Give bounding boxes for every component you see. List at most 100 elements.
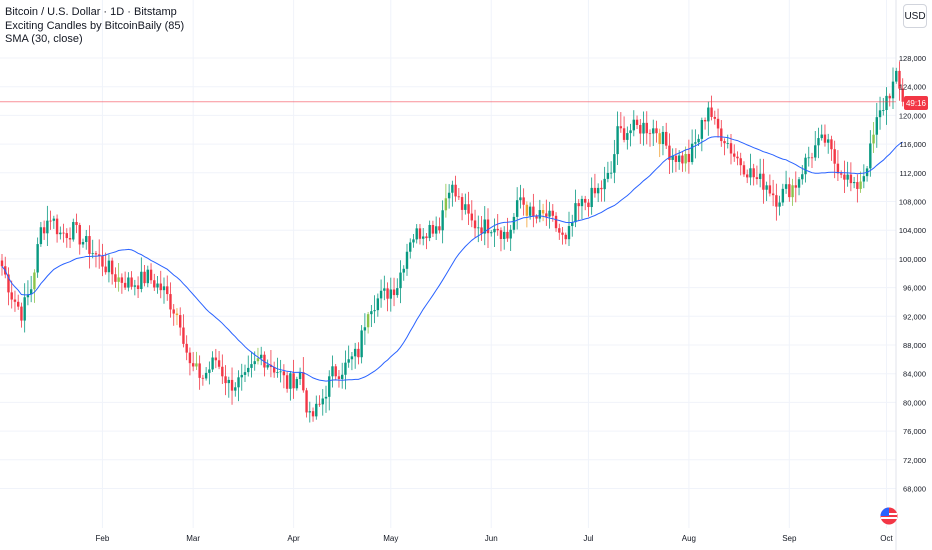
candle — [480, 215, 483, 241]
candle — [363, 313, 367, 345]
candle — [337, 369, 341, 388]
candle — [179, 307, 182, 336]
candle — [626, 126, 629, 150]
candle — [85, 229, 88, 250]
candle — [260, 346, 263, 366]
candle — [230, 367, 234, 405]
candle — [247, 355, 250, 377]
candle — [159, 270, 162, 299]
currency-button[interactable]: USD — [903, 4, 927, 28]
candle — [661, 126, 665, 156]
candle — [289, 370, 292, 401]
candle — [843, 160, 846, 194]
candle — [198, 355, 201, 390]
candle — [175, 308, 179, 326]
candle — [752, 163, 755, 186]
candle — [114, 267, 117, 288]
candle — [454, 175, 457, 202]
candle — [347, 345, 350, 368]
candle — [616, 111, 619, 166]
candle — [700, 117, 704, 152]
candle — [110, 257, 114, 285]
candle — [723, 138, 726, 156]
sma-title[interactable]: SMA (30, close) — [5, 33, 83, 45]
x-tick-label: Feb — [96, 534, 110, 543]
candle — [797, 177, 801, 196]
candle — [418, 224, 422, 245]
candle — [503, 226, 506, 250]
candle — [460, 193, 464, 221]
candle — [140, 257, 143, 293]
candle — [101, 243, 104, 277]
candle — [153, 273, 156, 291]
candle — [282, 364, 286, 389]
y-tick-label: 92,000 — [903, 312, 926, 321]
symbol-title[interactable]: Bitcoin / U.S. Dollar · 1D · Bitstamp — [5, 6, 177, 18]
candle — [227, 376, 230, 398]
candle — [519, 184, 522, 209]
candle — [311, 407, 315, 422]
candle — [214, 348, 218, 369]
candle — [75, 213, 78, 234]
candle — [298, 367, 302, 385]
candle — [781, 183, 785, 206]
candle — [758, 158, 762, 188]
candle — [668, 133, 671, 175]
candle — [350, 351, 354, 371]
candle — [256, 347, 260, 365]
candle — [635, 115, 639, 129]
candle — [91, 239, 94, 259]
candle — [901, 78, 904, 107]
x-tick-label: Apr — [287, 534, 300, 543]
us-flag-icon[interactable] — [880, 507, 898, 525]
candle — [865, 166, 869, 182]
candle — [68, 227, 72, 248]
candle — [272, 361, 276, 378]
candle — [191, 352, 195, 372]
candle — [20, 302, 23, 328]
candle — [98, 239, 101, 269]
candle — [749, 153, 752, 186]
candle — [681, 151, 684, 172]
candle — [240, 363, 243, 391]
candle — [65, 228, 68, 248]
candle — [703, 117, 707, 130]
candle — [146, 265, 149, 288]
candle — [237, 370, 240, 402]
candle — [81, 238, 85, 248]
candle — [784, 170, 788, 194]
y-tick-label: 72,000 — [903, 456, 926, 465]
candle — [321, 389, 324, 416]
candle — [88, 225, 91, 269]
candle — [496, 214, 499, 236]
candle — [584, 195, 587, 211]
candle — [726, 134, 729, 149]
candle — [33, 269, 36, 303]
candle — [580, 195, 584, 219]
candle — [810, 152, 814, 168]
indicator-title[interactable]: Exciting Candles by BitcoinBaily (85) — [5, 19, 185, 32]
candle — [574, 189, 577, 228]
candle — [318, 395, 321, 407]
candle — [875, 102, 878, 148]
candle — [499, 227, 503, 252]
candle — [830, 135, 833, 161]
candle — [389, 277, 392, 312]
candle — [716, 108, 720, 138]
time-axis[interactable]: Feb Mar Apr May Jun Jul Aug Sep Oct — [96, 534, 894, 543]
candle — [882, 97, 885, 116]
candle — [862, 164, 866, 189]
candle — [804, 153, 807, 183]
candle — [891, 67, 895, 110]
candle — [386, 282, 389, 312]
candle — [885, 87, 888, 125]
candle — [775, 183, 778, 221]
candle — [895, 67, 898, 84]
price-axis[interactable]: 68,000 72,000 76,000 80,000 84,000 88,000 92,0… — [899, 54, 926, 494]
candle — [674, 148, 678, 173]
candle — [130, 271, 133, 290]
candle — [10, 280, 13, 309]
candle — [55, 214, 59, 243]
candle — [422, 227, 425, 246]
